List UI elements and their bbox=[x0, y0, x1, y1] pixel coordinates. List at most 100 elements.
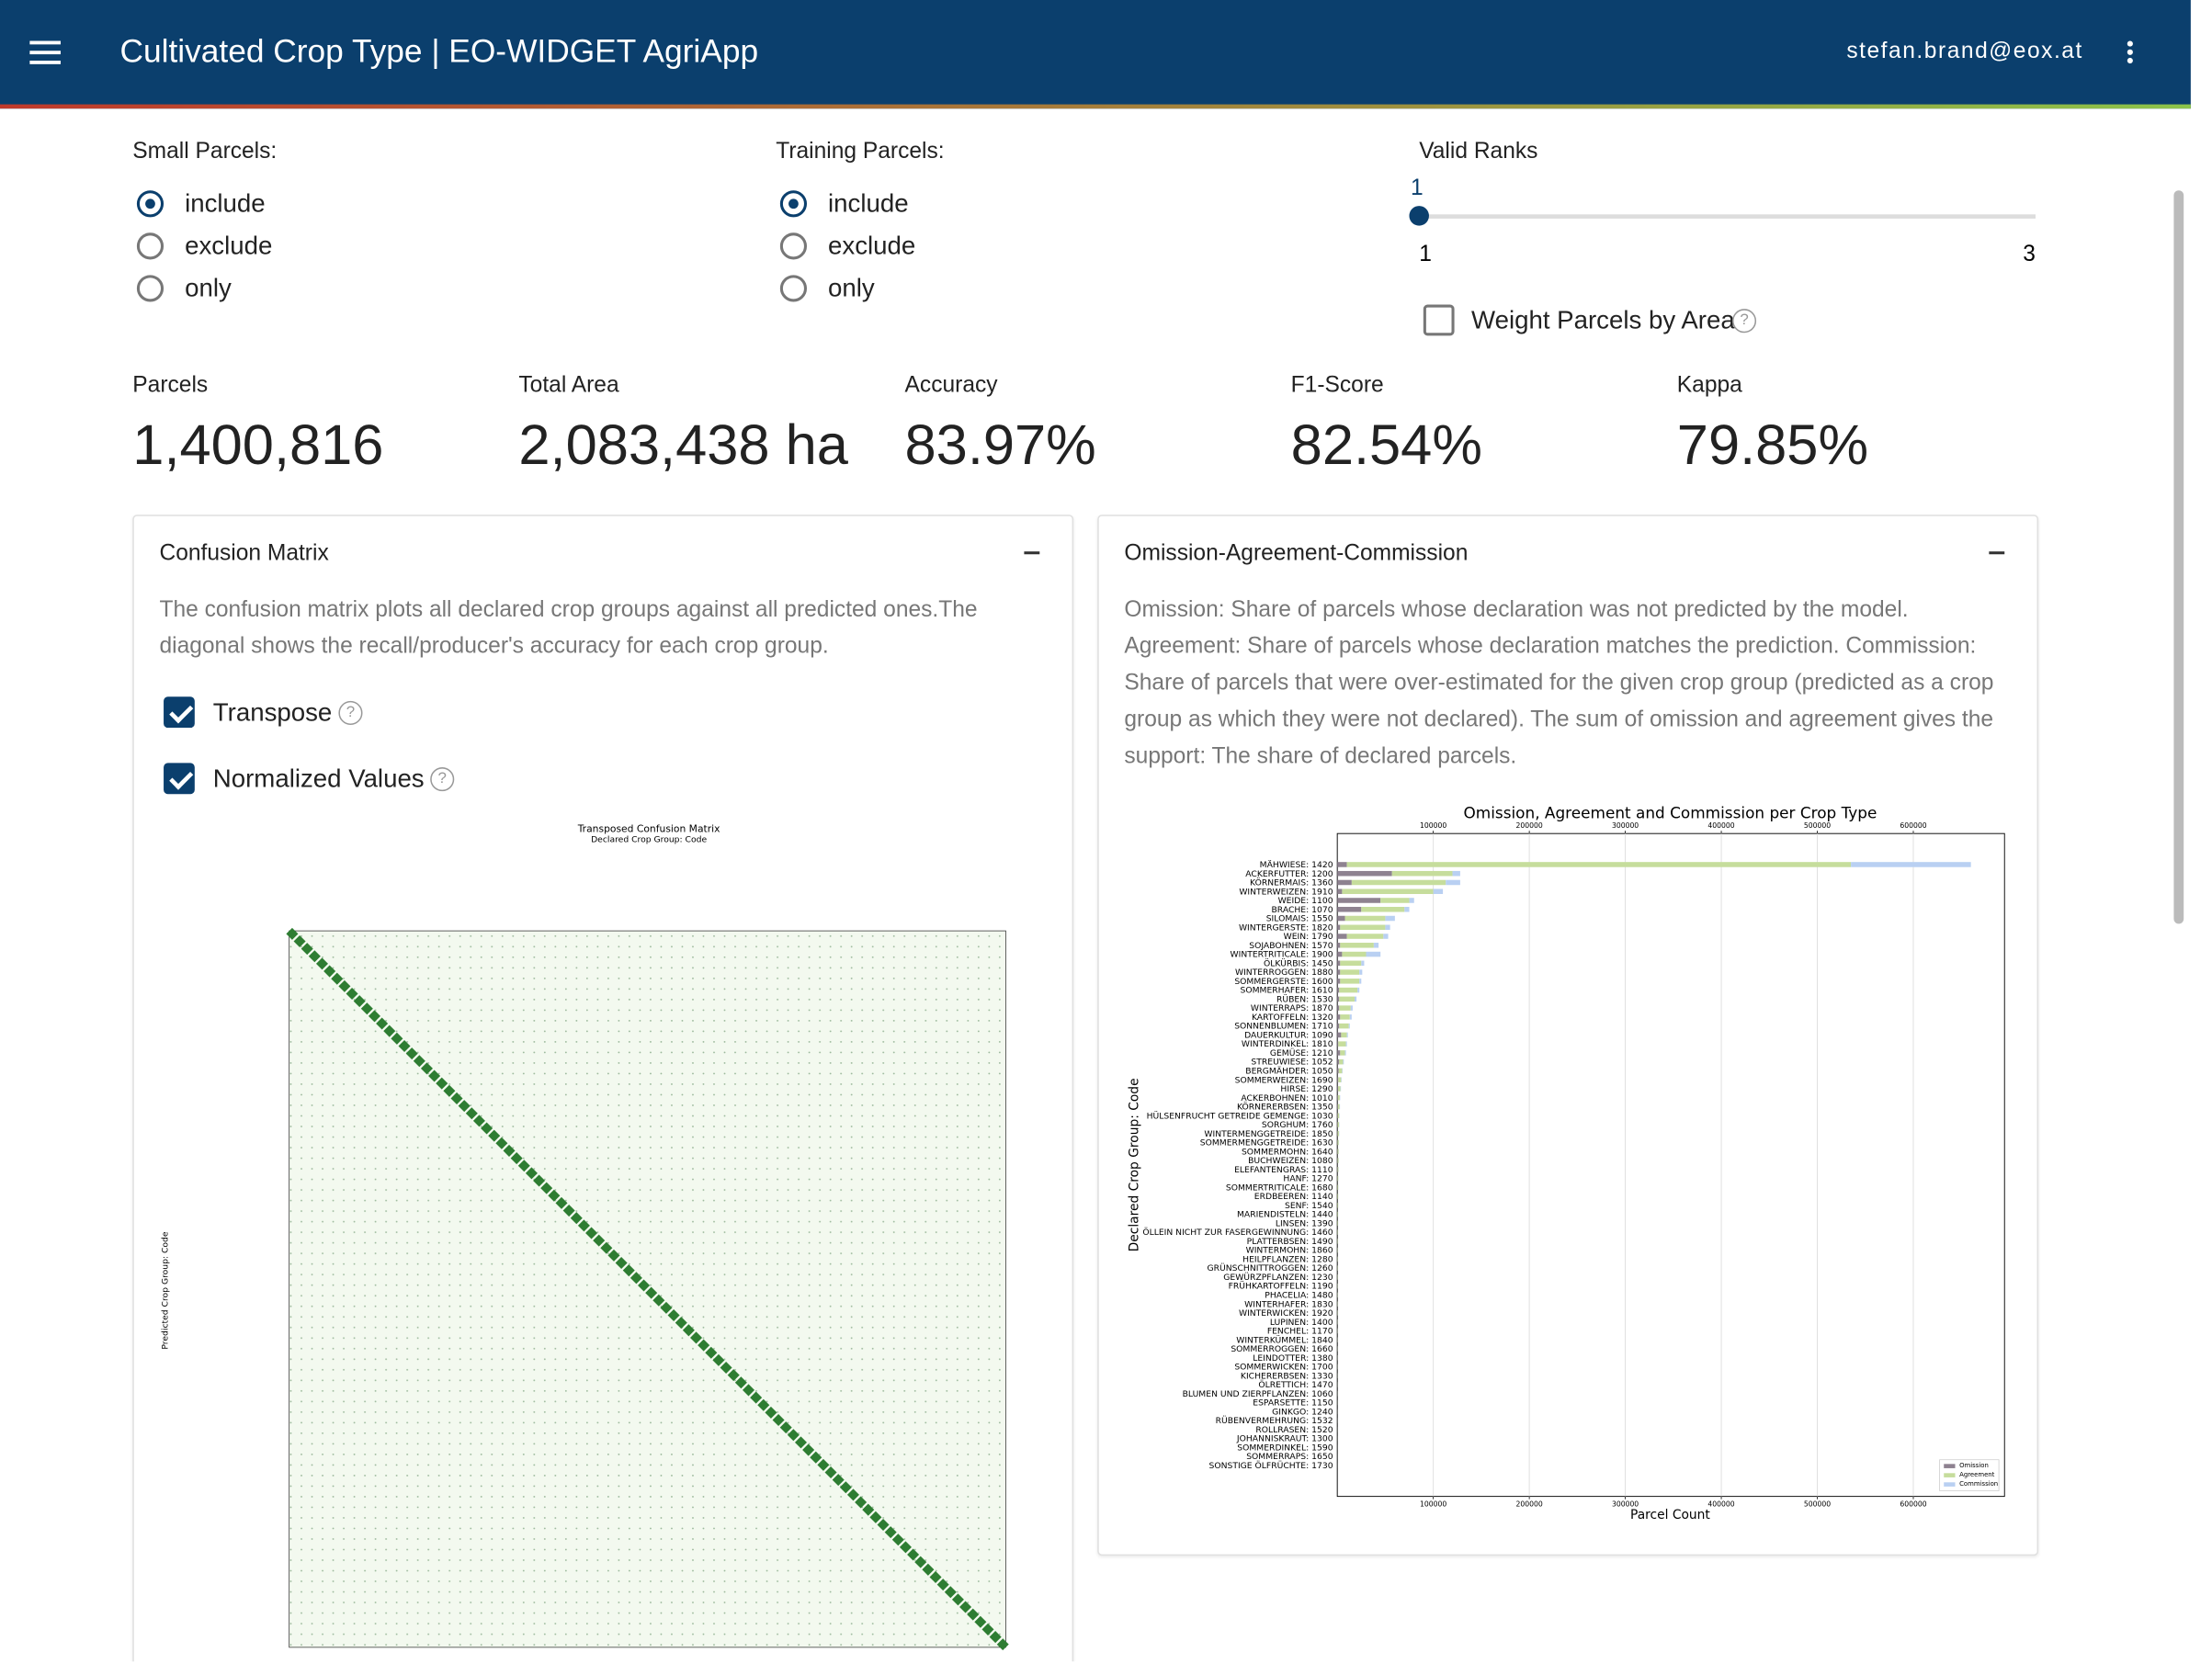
collapse-icon[interactable] bbox=[1024, 551, 1040, 555]
y-tick-label: SOMMERMENGGETREIDE: 1630 bbox=[1200, 1138, 1333, 1149]
y-tick-label: WINTERKÜMMEL: 1840 bbox=[1236, 1335, 1333, 1345]
bar-segment bbox=[1337, 1139, 1339, 1146]
menu-icon[interactable] bbox=[29, 38, 63, 66]
y-tick-label: BLUMEN UND ZIERPFLANZEN: 1060 bbox=[1183, 1389, 1333, 1399]
radio-label: only bbox=[828, 273, 875, 302]
bar-segment bbox=[1354, 996, 1357, 1002]
stat-label: Total Area bbox=[518, 373, 619, 398]
y-tick-label: WINTERDINKEL: 1810 bbox=[1242, 1039, 1333, 1049]
y-tick-label: SOMMERHAFER: 1610 bbox=[1241, 986, 1333, 996]
bar-segment bbox=[1338, 1041, 1346, 1047]
more-icon[interactable] bbox=[2123, 40, 2137, 68]
x-tick-label: 400000 bbox=[1707, 821, 1734, 830]
help-icon[interactable]: ? bbox=[430, 767, 455, 792]
bar-segment bbox=[1337, 1014, 1341, 1020]
slider-track[interactable] bbox=[1419, 214, 2036, 219]
y-tick-label: HANF: 1270 bbox=[1283, 1174, 1333, 1184]
bar-segment bbox=[1851, 862, 1971, 867]
help-icon[interactable]: ? bbox=[1731, 309, 1757, 334]
radio-label: exclude bbox=[185, 231, 273, 260]
bar-segment bbox=[1337, 1149, 1339, 1155]
bar-segment bbox=[1337, 951, 1343, 957]
bar-segment bbox=[1409, 898, 1414, 903]
y-tick-label: ACKERBOHNEN: 1010 bbox=[1241, 1093, 1333, 1103]
y-tick-label: KÖRNERMAIS: 1360 bbox=[1250, 878, 1333, 888]
y-tick-label: ÖLKÜRBIS: 1450 bbox=[1264, 958, 1333, 968]
checkbox[interactable] bbox=[164, 696, 195, 729]
x-tick-label: 400000 bbox=[1707, 1500, 1734, 1508]
plot-frame bbox=[1336, 832, 2005, 1498]
radio[interactable] bbox=[136, 275, 164, 302]
stat-label: Parcels bbox=[132, 373, 209, 398]
bar-segment bbox=[1337, 1094, 1340, 1101]
bar-segment bbox=[1337, 1203, 1339, 1208]
legend-label: Agreement bbox=[1959, 1471, 1995, 1478]
slider-max: 3 bbox=[2023, 243, 2036, 267]
legend-swatch bbox=[1944, 1482, 1956, 1487]
stat-value: 79.85% bbox=[1676, 414, 1869, 477]
bar-segment bbox=[1337, 862, 1347, 867]
bar-segment bbox=[1337, 870, 1392, 877]
y-tick-label: PHACELIA: 1480 bbox=[1265, 1290, 1333, 1300]
stat-value: 82.54% bbox=[1290, 414, 1482, 477]
help-icon[interactable]: ? bbox=[338, 700, 363, 725]
bar-segment bbox=[1337, 987, 1340, 993]
bar-segment bbox=[1340, 1086, 1342, 1092]
bar-segment bbox=[1337, 1220, 1338, 1227]
bar-segment bbox=[1340, 924, 1386, 931]
x-tick-label: 200000 bbox=[1515, 821, 1542, 830]
y-tick-label: GINKGO: 1240 bbox=[1272, 1407, 1333, 1417]
bar-segment bbox=[1345, 1041, 1347, 1047]
bar-segment bbox=[1337, 1103, 1340, 1110]
collapse-icon[interactable] bbox=[1989, 551, 2005, 555]
checkbox-label: Weight Parcels by Area bbox=[1471, 306, 1735, 334]
bar-segment bbox=[1337, 1158, 1339, 1163]
y-tick-label: SOJABOHNEN: 1570 bbox=[1249, 941, 1333, 951]
checkbox[interactable] bbox=[164, 763, 195, 795]
bar-segment bbox=[1361, 906, 1405, 912]
y-tick-label: WEIN: 1790 bbox=[1284, 932, 1333, 942]
radio[interactable] bbox=[779, 232, 808, 260]
bar-segment bbox=[1383, 934, 1389, 939]
bar-segment bbox=[1337, 1058, 1340, 1065]
matrix-grid bbox=[289, 930, 1006, 1648]
filter-label: Valid Ranks bbox=[1419, 139, 1538, 164]
y-tick-label: LEINDOTTER: 1380 bbox=[1253, 1353, 1333, 1364]
y-tick-label: MÄHWIESE: 1420 bbox=[1260, 860, 1333, 870]
filter-label: Small Parcels: bbox=[132, 139, 278, 164]
scrollbar[interactable] bbox=[2173, 190, 2184, 924]
y-tick-label: ÖLLEIN NICHT ZUR FASERGEWINNUNG: 1460 bbox=[1142, 1228, 1333, 1238]
bar-segment bbox=[1361, 960, 1365, 967]
bar-segment bbox=[1340, 943, 1374, 948]
bar-segment bbox=[1337, 888, 1343, 894]
bar-segment bbox=[1346, 934, 1384, 939]
slider-knob[interactable] bbox=[1409, 206, 1429, 226]
y-tick-label: SONSTIGE ÖLFRÜCHTE: 1730 bbox=[1209, 1461, 1333, 1471]
radio[interactable] bbox=[136, 190, 164, 218]
header: Cultivated Crop Type | EO-WIDGET AgriApp… bbox=[0, 0, 2191, 109]
bar-segment bbox=[1452, 870, 1460, 877]
y-tick-label: ELEFANTENGRAS: 1110 bbox=[1234, 1165, 1333, 1175]
bar-segment bbox=[1380, 898, 1410, 903]
matrix-title: Transposed Confusion Matrix bbox=[577, 823, 720, 835]
user-email[interactable]: stefan.brand@eox.at bbox=[1846, 39, 2083, 64]
radio[interactable] bbox=[779, 275, 808, 302]
x-tick-label: 200000 bbox=[1515, 1500, 1542, 1508]
bar-segment bbox=[1337, 1175, 1339, 1182]
y-tick-label: ESPARSETTE: 1150 bbox=[1253, 1398, 1333, 1409]
bar-segment bbox=[1337, 1023, 1340, 1029]
y-tick-label: ÖLRETTICH: 1470 bbox=[1258, 1380, 1333, 1390]
radio[interactable] bbox=[779, 190, 808, 218]
y-tick-label: BERGMÄHDER: 1050 bbox=[1245, 1067, 1333, 1077]
bar-segment bbox=[1337, 1103, 1338, 1110]
chart-title: Omission, Agreement and Commission per C… bbox=[1464, 803, 1877, 821]
bar-segment bbox=[1341, 1032, 1347, 1038]
bar-segment bbox=[1337, 1050, 1341, 1056]
radio[interactable] bbox=[136, 232, 164, 260]
y-tick-label: BUCHWEIZEN: 1080 bbox=[1248, 1156, 1333, 1166]
legend-swatch bbox=[1944, 1473, 1956, 1477]
bar-segment bbox=[1337, 1113, 1340, 1118]
checkbox[interactable] bbox=[1423, 304, 1455, 336]
x-tick-label: 100000 bbox=[1420, 821, 1446, 830]
